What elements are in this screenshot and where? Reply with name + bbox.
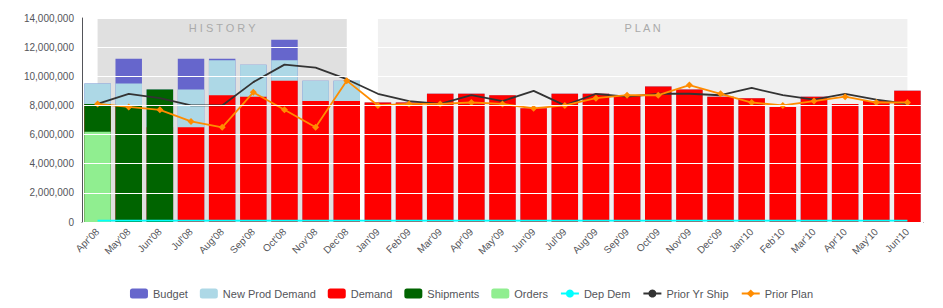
svg-text:Mar'09: Mar'09 (415, 226, 444, 255)
svg-text:Jul'09: Jul'09 (543, 226, 569, 252)
svg-text:Demand: Demand (351, 288, 393, 300)
svg-text:Aug'08: Aug'08 (197, 226, 227, 256)
svg-text:12,000,000: 12,000,000 (24, 42, 74, 53)
svg-text:10,000,000: 10,000,000 (24, 71, 74, 82)
svg-text:May'09: May'09 (476, 226, 507, 257)
svg-text:0: 0 (68, 217, 74, 228)
svg-text:2,000,000: 2,000,000 (30, 187, 75, 198)
svg-text:Apr'09: Apr'09 (447, 226, 475, 254)
svg-text:Aug'09: Aug'09 (570, 226, 600, 256)
svg-text:Dec'09: Dec'09 (695, 226, 725, 256)
svg-text:Jun'08: Jun'08 (135, 226, 164, 255)
svg-text:Orders: Orders (514, 288, 548, 300)
svg-text:Jun'09: Jun'09 (509, 226, 538, 255)
svg-text:Budget: Budget (153, 288, 188, 300)
svg-text:14,000,000: 14,000,000 (24, 13, 74, 24)
svg-text:H I S T O R Y: H I S T O R Y (189, 22, 256, 34)
svg-text:Feb'09: Feb'09 (384, 226, 413, 255)
svg-text:Oct'08: Oct'08 (260, 226, 288, 254)
svg-text:Shipments: Shipments (427, 288, 479, 300)
svg-text:May'08: May'08 (102, 226, 133, 257)
svg-text:8,000,000: 8,000,000 (30, 100, 75, 111)
svg-text:Nov'09: Nov'09 (664, 226, 694, 256)
svg-text:6,000,000: 6,000,000 (30, 129, 75, 140)
svg-text:Dep Dem: Dep Dem (584, 288, 630, 300)
svg-text:Apr'08: Apr'08 (73, 226, 101, 254)
svg-text:Nov'08: Nov'08 (290, 226, 320, 256)
svg-text:Feb'10: Feb'10 (758, 226, 787, 255)
svg-text:New Prod Demand: New Prod Demand (223, 288, 316, 300)
svg-text:May'10: May'10 (850, 226, 881, 257)
svg-text:Sep'08: Sep'08 (228, 226, 258, 256)
svg-text:Jul'08: Jul'08 (169, 226, 195, 252)
svg-text:Oct'09: Oct'09 (634, 226, 662, 254)
svg-text:Mar'10: Mar'10 (789, 226, 818, 255)
svg-text:Jan'09: Jan'09 (353, 226, 382, 255)
svg-text:Sep'09: Sep'09 (601, 226, 631, 256)
svg-text:Jan'10: Jan'10 (727, 226, 756, 255)
svg-text:Dec'08: Dec'08 (321, 226, 351, 256)
svg-text:4,000,000: 4,000,000 (30, 158, 75, 169)
svg-text:Apr'10: Apr'10 (821, 226, 849, 254)
svg-text:Prior Plan: Prior Plan (765, 288, 813, 300)
svg-text:Prior Yr Ship: Prior Yr Ship (666, 288, 728, 300)
svg-text:P L A N: P L A N (625, 22, 661, 34)
svg-text:Jun'10: Jun'10 (883, 226, 912, 255)
